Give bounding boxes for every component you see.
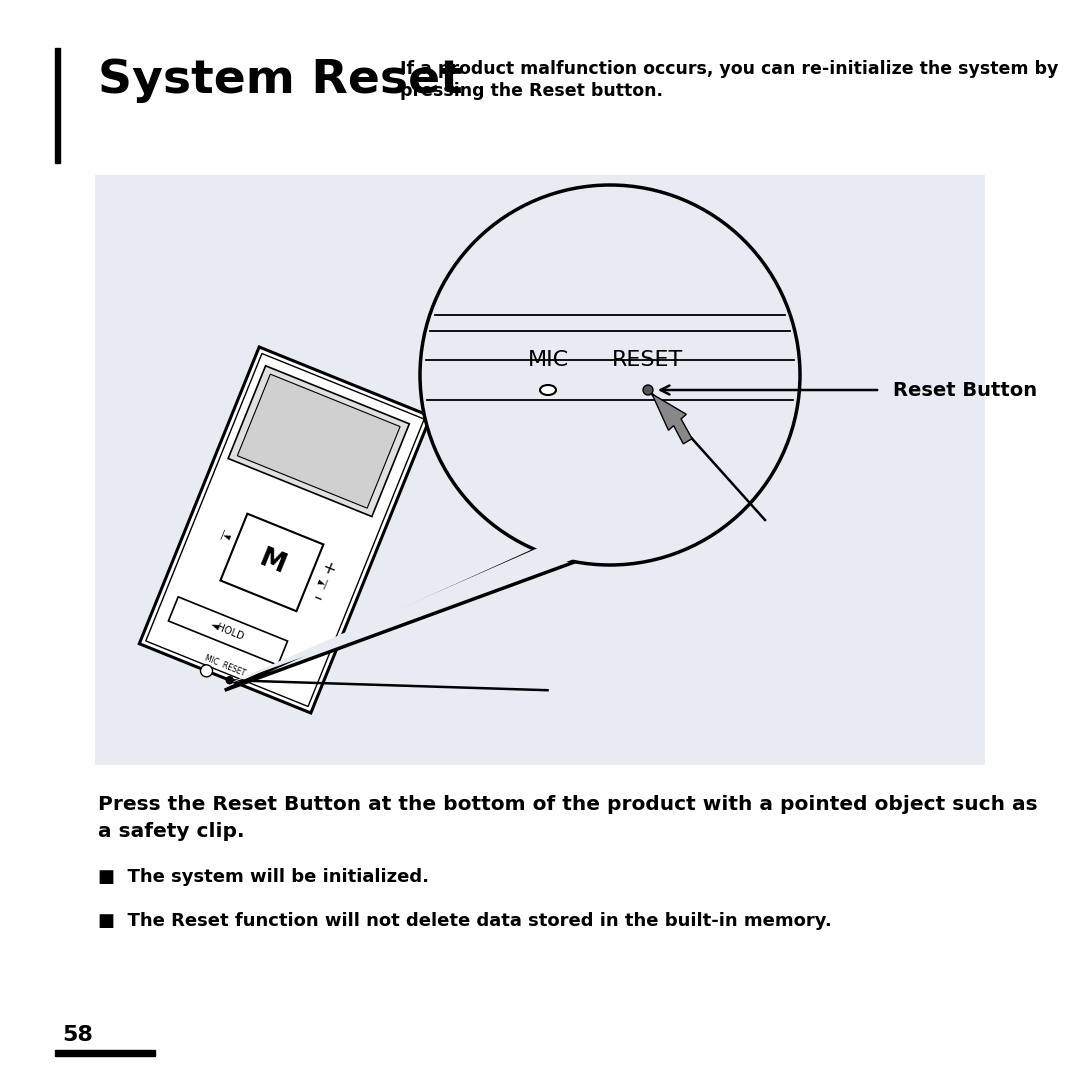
Polygon shape (652, 394, 692, 444)
Polygon shape (238, 374, 400, 509)
Polygon shape (225, 548, 577, 685)
Text: ►|: ►| (316, 576, 329, 590)
Polygon shape (220, 514, 323, 611)
Text: RESET: RESET (612, 350, 684, 370)
Text: ■  The Reset function will not delete data stored in the built-in memory.: ■ The Reset function will not delete dat… (98, 912, 832, 930)
Circle shape (643, 384, 653, 395)
Polygon shape (168, 597, 287, 665)
Text: Press the Reset Button at the bottom of the product with a pointed object such a: Press the Reset Button at the bottom of … (98, 795, 1038, 814)
Ellipse shape (540, 384, 556, 395)
Bar (55, 48, 60, 163)
Text: If a product malfunction occurs, you can re-initialize the system by: If a product malfunction occurs, you can… (400, 60, 1058, 78)
Text: MIC: MIC (527, 350, 568, 370)
Polygon shape (139, 347, 431, 713)
Text: MIC  RESET: MIC RESET (203, 653, 246, 677)
Circle shape (420, 185, 800, 565)
Text: Reset Button: Reset Button (893, 380, 1037, 400)
Circle shape (226, 677, 233, 684)
Bar (95, 175, 985, 765)
Text: System Reset: System Reset (98, 58, 462, 103)
Text: +: + (319, 558, 338, 580)
Text: ■  The system will be initialized.: ■ The system will be initialized. (98, 868, 429, 886)
Text: M: M (255, 545, 288, 579)
Circle shape (201, 665, 213, 677)
Bar (55, 1050, 156, 1056)
Polygon shape (228, 366, 409, 516)
Polygon shape (146, 353, 424, 706)
Text: –: – (310, 588, 324, 607)
Text: |◄: |◄ (218, 529, 232, 543)
Text: ◄HOLD: ◄HOLD (210, 620, 246, 643)
Polygon shape (225, 550, 580, 690)
Circle shape (226, 676, 233, 685)
Text: a safety clip.: a safety clip. (98, 822, 244, 841)
Text: pressing the Reset button.: pressing the Reset button. (400, 82, 663, 100)
Text: 58: 58 (62, 1025, 93, 1045)
